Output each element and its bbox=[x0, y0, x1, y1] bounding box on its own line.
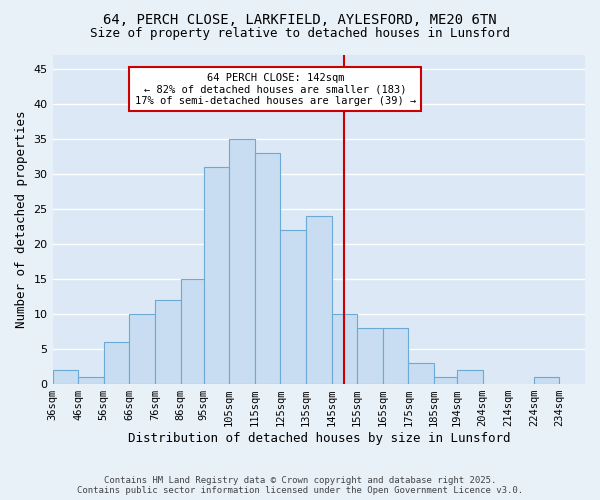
Bar bbox=[457, 370, 482, 384]
Text: 64, PERCH CLOSE, LARKFIELD, AYLESFORD, ME20 6TN: 64, PERCH CLOSE, LARKFIELD, AYLESFORD, M… bbox=[103, 12, 497, 26]
Bar bbox=[409, 363, 434, 384]
Bar bbox=[130, 314, 155, 384]
Bar bbox=[280, 230, 306, 384]
X-axis label: Distribution of detached houses by size in Lunsford: Distribution of detached houses by size … bbox=[128, 432, 510, 445]
Bar bbox=[78, 377, 104, 384]
Text: Contains HM Land Registry data © Crown copyright and database right 2025.
Contai: Contains HM Land Registry data © Crown c… bbox=[77, 476, 523, 495]
Bar bbox=[155, 300, 181, 384]
Bar bbox=[534, 377, 559, 384]
Bar bbox=[332, 314, 357, 384]
Y-axis label: Number of detached properties: Number of detached properties bbox=[15, 111, 28, 328]
Bar bbox=[306, 216, 332, 384]
Bar bbox=[434, 377, 457, 384]
Text: Size of property relative to detached houses in Lunsford: Size of property relative to detached ho… bbox=[90, 28, 510, 40]
Bar bbox=[229, 139, 255, 384]
Text: 64 PERCH CLOSE: 142sqm
← 82% of detached houses are smaller (183)
17% of semi-de: 64 PERCH CLOSE: 142sqm ← 82% of detached… bbox=[134, 72, 416, 106]
Bar bbox=[104, 342, 130, 384]
Bar bbox=[181, 279, 203, 384]
Bar bbox=[383, 328, 409, 384]
Bar bbox=[203, 167, 229, 384]
Bar bbox=[53, 370, 78, 384]
Bar bbox=[255, 153, 280, 384]
Bar bbox=[357, 328, 383, 384]
